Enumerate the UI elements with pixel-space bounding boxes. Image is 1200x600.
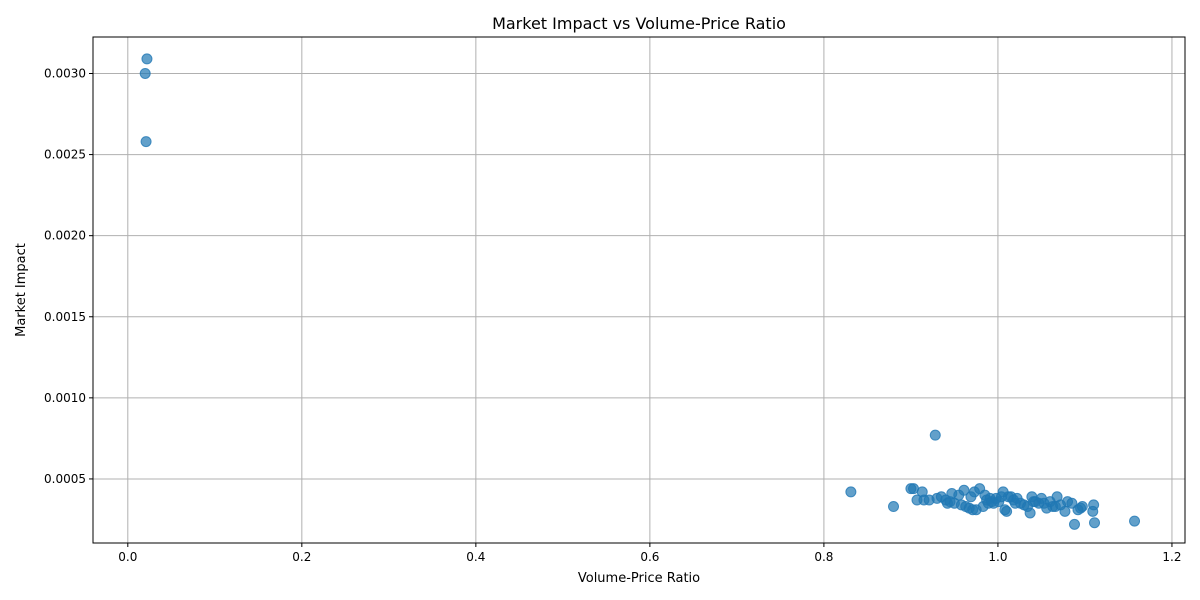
x-axis-label: Volume-Price Ratio xyxy=(578,571,700,586)
x-tick-label: 1.2 xyxy=(1162,550,1181,564)
y-axis-label: Market Impact xyxy=(14,243,29,337)
y-tick-label: 0.0015 xyxy=(44,310,86,324)
data-point xyxy=(929,429,941,441)
x-tick-label: 0.4 xyxy=(466,550,485,564)
x-tick-label: 0.8 xyxy=(814,550,833,564)
x-tick-label: 0.6 xyxy=(640,550,659,564)
data-point xyxy=(1024,507,1036,519)
x-tick-label: 0.2 xyxy=(292,550,311,564)
data-point xyxy=(140,136,152,148)
x-axis-ticks: 0.0 0.2 0.4 0.6 0.8 1.0 1.2 xyxy=(118,543,1181,564)
y-tick-label: 0.0005 xyxy=(44,472,86,486)
data-point xyxy=(958,484,970,496)
data-point xyxy=(1068,518,1080,530)
data-point xyxy=(845,486,857,498)
x-tick-label: 0.0 xyxy=(118,550,137,564)
data-point xyxy=(1129,515,1141,527)
y-tick-label: 0.0010 xyxy=(44,391,86,405)
data-point xyxy=(141,53,153,65)
y-tick-label: 0.0020 xyxy=(44,229,86,243)
grid xyxy=(93,37,1185,543)
chart-title: Market Impact vs Volume-Price Ratio xyxy=(492,14,786,33)
data-point xyxy=(1059,505,1071,517)
data-point xyxy=(888,501,900,513)
data-point xyxy=(139,67,151,79)
y-axis-ticks: 0.0005 0.0010 0.0015 0.0020 0.0025 0.0030 xyxy=(44,66,93,486)
data-point xyxy=(1076,501,1088,513)
x-tick-label: 1.0 xyxy=(988,550,1007,564)
data-point xyxy=(1001,505,1013,517)
data-point xyxy=(1088,499,1100,511)
plot-frame xyxy=(92,36,1186,544)
y-tick-label: 0.0025 xyxy=(44,148,86,162)
data-point xyxy=(1089,517,1101,529)
data-points xyxy=(139,53,1141,530)
y-tick-label: 0.0030 xyxy=(44,66,86,80)
